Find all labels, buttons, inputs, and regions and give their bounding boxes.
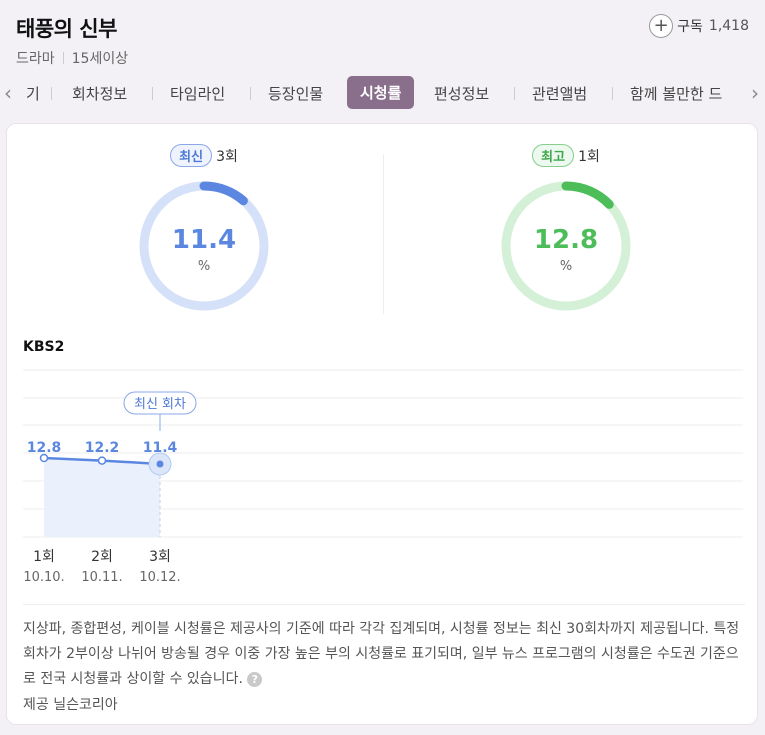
age-rating-label: 15세이상: [71, 51, 129, 67]
x-tick-label: 2회: [91, 549, 113, 565]
latest-rating-value: 11.4: [171, 225, 237, 255]
data-point: [97, 456, 107, 465]
program-header: 태풍의 신부 드라마 15세이상 + 구독 1,418: [0, 0, 765, 70]
ratings-footnote: 지상파, 종합편성, 케이블 시청률은 제공사의 기준에 따라 각각 집계되며,…: [23, 604, 745, 692]
latest-episode: 3회: [216, 149, 238, 165]
latest-callout-label: 최신 회차: [134, 397, 186, 412]
x-tick-label: 3회: [149, 549, 171, 565]
latest-rating-unit: %: [197, 259, 211, 274]
subscribe-count: 1,418: [708, 18, 749, 34]
help-icon[interactable]: ?: [247, 672, 263, 687]
highest-ring-graphic: [501, 181, 631, 311]
x-date-label: 10.11.: [81, 570, 122, 585]
data-value-label: 12.2: [85, 440, 120, 456]
latest-rating-gauge: 최신 3회 11.4 %: [134, 144, 274, 313]
data-value-label: 11.4: [143, 440, 178, 456]
highest-badge: 최고: [532, 144, 575, 167]
tab-recommend[interactable]: 함께 볼만한 드: [630, 85, 723, 103]
x-tick-label: 1회: [33, 549, 55, 565]
latest-badge: 최신: [170, 144, 213, 167]
x-date-label: 10.10.: [23, 570, 64, 585]
tab-divider: [152, 87, 153, 100]
data-point: [156, 460, 164, 468]
tab-related-album[interactable]: 관련앨범: [532, 85, 588, 103]
tab-ratings[interactable]: 시청률: [347, 76, 415, 109]
program-meta: 드라마 15세이상: [16, 48, 128, 68]
highest-rating-value: 12.8: [533, 225, 599, 255]
tab-divider: [514, 87, 515, 100]
highest-rating-gauge: 최고 1회 12.8 %: [496, 144, 636, 313]
tab-divider: [612, 87, 613, 100]
tab-characters[interactable]: 등장인물: [268, 85, 324, 103]
tab-episode-info[interactable]: 회차정보: [72, 85, 128, 103]
tab-divider: [250, 87, 251, 100]
tab-prev-partial[interactable]: 기: [26, 85, 40, 103]
genre-label: 드라마: [16, 51, 55, 67]
data-point: [39, 453, 49, 463]
latest-callout-badge: [123, 391, 197, 415]
plus-icon: +: [649, 14, 674, 38]
program-title: 태풍의 신부: [16, 17, 117, 41]
tab-timeline[interactable]: 타임라인: [170, 85, 226, 103]
highest-rating-head: 최고 1회: [496, 144, 636, 167]
tab-schedule[interactable]: 편성정보: [434, 85, 490, 103]
footnote-text: 지상파, 종합편성, 케이블 시청률은 제공사의 기준에 따라 각각 집계되며,…: [23, 621, 740, 687]
tab-bar: ‹ 기 회차정보 타임라인 등장인물 시청률 편성정보 관련앨범 함께 볼만한 …: [0, 76, 765, 110]
highest-ring: 12.8 %: [499, 179, 633, 313]
latest-ring: 11.4 %: [137, 179, 271, 313]
tab-divider: [51, 87, 52, 100]
ratings-card: 최신 3회 11.4 % 최고 1회 12.8 % KBS2 최신 회차 12.8 1회…: [6, 123, 758, 725]
data-provider: 제공 닐슨코리아: [23, 697, 118, 713]
ratings-line-chart: 최신 회차 12.8 1회 10.10. 12.2 2회 10.11. 11.4 3회 10.12…: [23, 369, 743, 585]
subscribe-button[interactable]: + 구독 1,418: [649, 14, 749, 38]
chevron-left-icon[interactable]: ‹: [4, 81, 12, 105]
highest-episode: 1회: [578, 149, 600, 165]
channel-name: KBS2: [23, 339, 65, 355]
subscribe-label: 구독: [677, 19, 703, 35]
highest-rating-unit: %: [559, 259, 573, 274]
latest-ring-graphic: [139, 181, 269, 311]
chart-area: [44, 458, 160, 537]
chevron-right-icon[interactable]: ›: [751, 81, 759, 105]
latest-rating-head: 최신 3회: [134, 144, 274, 167]
gauge-divider: [383, 154, 384, 314]
x-date-label: 10.12.: [139, 570, 180, 585]
data-value-label: 12.8: [27, 440, 62, 456]
meta-divider: [62, 52, 64, 64]
